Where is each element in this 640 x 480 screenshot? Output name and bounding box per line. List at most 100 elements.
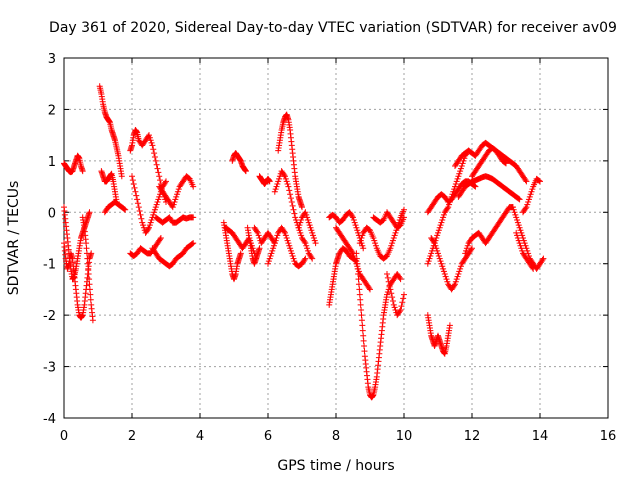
data-point	[83, 240, 90, 247]
data-point	[523, 178, 530, 185]
data-point	[515, 195, 522, 202]
data-point	[357, 296, 364, 303]
data-point	[517, 227, 524, 234]
data-point	[273, 183, 280, 190]
data-point	[303, 242, 310, 249]
data-point	[308, 254, 315, 261]
data-point	[367, 286, 373, 293]
data-point	[441, 271, 448, 277]
data-point	[431, 240, 438, 247]
y-tick-label: 1	[48, 155, 56, 170]
data-point	[304, 214, 311, 221]
data-point	[516, 240, 523, 247]
data-point	[153, 201, 160, 208]
data-point	[457, 168, 464, 175]
x-tick-label: 16	[600, 429, 617, 444]
data-point	[401, 206, 407, 213]
data-point	[171, 199, 178, 205]
data-point	[306, 222, 313, 229]
data-point	[455, 173, 462, 180]
x-axis-ticks: 0 2 4 6 8 10 12 14 16	[60, 58, 616, 444]
data-point	[540, 255, 547, 262]
data-point	[359, 242, 366, 249]
data-point	[440, 211, 447, 218]
data-point	[298, 217, 305, 223]
data-point	[430, 238, 437, 245]
x-axis-label: GPS time / hours	[277, 458, 394, 474]
data-point	[302, 240, 309, 247]
data-point	[356, 240, 363, 247]
data-point	[350, 214, 356, 221]
data-point	[256, 235, 263, 241]
data-point	[290, 206, 297, 213]
data-point	[151, 150, 158, 157]
data-point	[426, 255, 433, 262]
x-tick-label: 12	[464, 429, 481, 444]
data-point	[146, 132, 152, 139]
data-point	[132, 188, 139, 195]
data-point	[169, 204, 176, 211]
data-point	[360, 245, 367, 252]
y-tick-label: -4	[43, 412, 56, 427]
data-point	[359, 322, 366, 329]
x-tick-label: 14	[532, 429, 549, 444]
data-point	[452, 281, 458, 288]
data-point	[433, 235, 440, 241]
data-point	[389, 294, 396, 301]
data-point	[357, 301, 364, 308]
data-point	[388, 242, 395, 249]
data-point	[424, 260, 431, 267]
data-point	[468, 246, 475, 253]
data-point	[283, 235, 290, 241]
data-point	[432, 242, 439, 249]
data-point	[173, 193, 180, 200]
data-point	[435, 227, 442, 234]
data-point	[444, 278, 451, 285]
data-point	[434, 247, 441, 254]
data-point	[514, 219, 521, 226]
data-point	[287, 195, 294, 202]
data-point	[356, 291, 363, 298]
data-point	[282, 229, 288, 236]
data-point	[122, 206, 129, 213]
data-point	[460, 157, 467, 164]
data-point	[354, 260, 361, 267]
x-tick-label: 2	[128, 429, 136, 444]
data-point	[133, 192, 140, 199]
data-point	[136, 208, 143, 214]
data-point	[312, 240, 319, 247]
data-point	[360, 332, 367, 339]
data-point	[353, 224, 360, 231]
data-point	[309, 229, 316, 236]
data-point	[453, 178, 460, 185]
data-point	[435, 253, 442, 259]
data-point	[354, 265, 361, 272]
data-point	[443, 276, 450, 283]
data-point	[285, 240, 292, 247]
data-point	[400, 295, 407, 302]
data-point	[453, 276, 460, 283]
data-point	[146, 224, 152, 231]
data-point	[174, 188, 181, 195]
data-point	[145, 226, 152, 232]
x-tick-label: 8	[332, 429, 340, 444]
data-point	[359, 232, 366, 239]
data-point	[302, 255, 309, 262]
data-point	[372, 240, 379, 247]
data-point	[455, 271, 462, 277]
data-point	[288, 250, 295, 257]
data-point	[85, 265, 92, 272]
chart-title: Day 361 of 2020, Sidereal Day-to-day VTE…	[49, 20, 617, 36]
data-point	[269, 247, 276, 254]
data-point	[401, 291, 407, 298]
data-point	[84, 255, 91, 262]
data-point	[129, 177, 136, 184]
data-point	[537, 178, 543, 185]
data-point	[352, 222, 359, 229]
data-point	[452, 181, 459, 187]
data-point	[452, 183, 458, 190]
data-point	[360, 337, 367, 344]
data-point	[523, 204, 530, 211]
data-point	[456, 268, 463, 275]
data-point	[301, 238, 308, 245]
